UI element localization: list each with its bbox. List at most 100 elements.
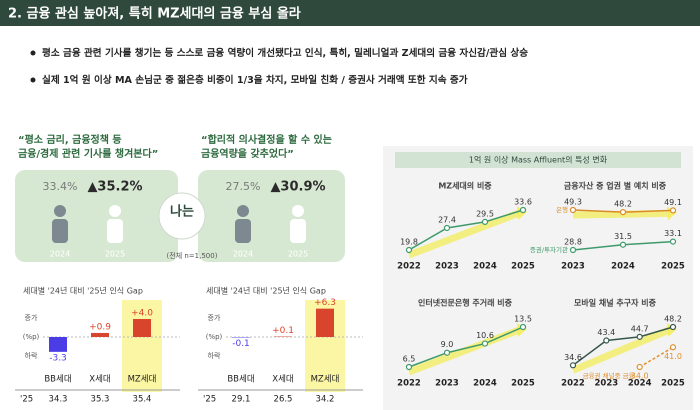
point bbox=[669, 238, 677, 245]
point bbox=[669, 323, 677, 331]
right-panel-title-bar bbox=[395, 152, 681, 168]
x-tick-label: 2025 bbox=[661, 262, 685, 272]
y-axis-label: (%p) bbox=[23, 333, 40, 341]
x-tick-label: 2022 bbox=[397, 379, 421, 389]
point bbox=[405, 246, 413, 254]
highlight-arrow bbox=[517, 323, 527, 337]
bullet-text: 실제 1억 원 이상 MA 손님군 중 젊은층 비중이 1/3을 차지, 모바일… bbox=[42, 74, 468, 86]
person-icon bbox=[54, 205, 66, 217]
y-axis-label: 하락 bbox=[25, 351, 38, 360]
highlight-column bbox=[122, 300, 162, 392]
point bbox=[569, 246, 577, 254]
series-label: 금융권 채널중 금융 bbox=[583, 371, 635, 380]
person-icon bbox=[290, 219, 306, 243]
x-tick-label: 2022 bbox=[397, 262, 421, 272]
highlight-arrow bbox=[667, 323, 677, 337]
point bbox=[519, 206, 527, 214]
y-axis-label: 증가 bbox=[25, 313, 38, 322]
row-label: '25 bbox=[20, 395, 33, 405]
value-label: 27.4 bbox=[438, 215, 456, 224]
value-label: +0.1 bbox=[272, 326, 294, 336]
percent-value: ▲35.2% bbox=[87, 180, 142, 195]
point bbox=[519, 323, 527, 331]
year-label: 2025 bbox=[288, 250, 308, 259]
category-label: MZ세대 bbox=[128, 375, 157, 385]
value-label: +0.9 bbox=[89, 322, 111, 332]
quote-text: “합리적 의사결정을 할 수 있는 bbox=[201, 133, 332, 146]
value-label: 10.6 bbox=[476, 331, 494, 340]
bar bbox=[91, 332, 109, 337]
center-badge bbox=[158, 192, 206, 240]
quote-text: “평소 금리, 금융정책 등 bbox=[18, 133, 122, 146]
year-label: 2025 bbox=[105, 250, 125, 259]
center-note: (전체 n=1,500) bbox=[167, 251, 218, 260]
value-label: 41.0 bbox=[664, 352, 682, 361]
category-label: X세대 bbox=[272, 375, 293, 385]
header-bar bbox=[0, 0, 700, 26]
person-icon bbox=[235, 219, 251, 243]
category-label: BB세대 bbox=[227, 375, 254, 385]
value-label: 6.5 bbox=[403, 355, 416, 364]
person-icon bbox=[109, 205, 121, 217]
bar bbox=[133, 319, 151, 337]
row-value: 35.3 bbox=[91, 395, 110, 405]
x-tick-label: 2025 bbox=[661, 379, 685, 389]
value-label: -0.1 bbox=[232, 339, 250, 349]
point bbox=[405, 363, 413, 371]
highlight-arrow bbox=[517, 206, 527, 220]
x-tick-label: 2024 bbox=[628, 379, 652, 389]
point bbox=[636, 333, 643, 340]
point bbox=[669, 207, 677, 214]
x-tick-label: 2023 bbox=[594, 379, 618, 389]
x-tick-label: 2024 bbox=[473, 379, 497, 389]
value-label: 48.2 bbox=[614, 200, 632, 209]
point bbox=[443, 349, 451, 356]
row-value: 29.1 bbox=[232, 395, 251, 405]
category-label: MZ세대 bbox=[311, 375, 340, 385]
point bbox=[481, 340, 489, 347]
point bbox=[443, 224, 451, 232]
chart-title: 모바일 채널 추구자 비중 bbox=[574, 298, 657, 308]
x-tick-label: 2025 bbox=[511, 262, 535, 272]
value-label: 49.3 bbox=[564, 198, 582, 207]
center-label: 나는 bbox=[170, 204, 194, 220]
chart-title: 세대별 '24년 대비 '25년 인식 Gap bbox=[206, 286, 326, 296]
bullet-dot bbox=[30, 77, 36, 83]
category-label: X세대 bbox=[89, 375, 110, 385]
series-label: 은행 bbox=[556, 205, 568, 214]
year-label: 2024 bbox=[50, 250, 70, 259]
bar bbox=[316, 308, 334, 337]
point bbox=[669, 344, 677, 351]
bullet-text: 평소 금융 관련 기사를 챙기는 등 스스로 금융 역량이 개선됐다고 인식, … bbox=[42, 47, 528, 59]
year-label: 2024 bbox=[233, 250, 253, 259]
x-tick-label: 2024 bbox=[611, 262, 635, 272]
person-icon bbox=[52, 219, 68, 243]
header-title: 2. 금융 관심 높아져, 특히 MZ세대의 금융 부심 올라 bbox=[8, 6, 301, 22]
value-label: 19.8 bbox=[400, 238, 418, 247]
point bbox=[636, 363, 643, 371]
value-label: 44.7 bbox=[631, 324, 649, 333]
person-icon bbox=[107, 219, 123, 243]
chart-title: 금융자산 중 업권 별 예치 비중 bbox=[564, 181, 667, 191]
row-value: 34.3 bbox=[49, 395, 68, 405]
bar bbox=[49, 337, 67, 352]
x-tick-label: 2023 bbox=[435, 262, 459, 272]
y-axis-label: (%p) bbox=[206, 333, 223, 341]
quote-text: 금융역량을 갖추었다” bbox=[201, 147, 294, 160]
y-axis-label: 하락 bbox=[208, 351, 221, 360]
person-icon bbox=[292, 205, 304, 217]
value-label: +6.3 bbox=[314, 298, 336, 308]
value-label: 33.1 bbox=[664, 229, 682, 238]
row-value: 34.2 bbox=[316, 395, 335, 405]
x-tick-label: 2022 bbox=[561, 379, 585, 389]
chart-title: 인터넷전문은행 주거래 비중 bbox=[418, 298, 513, 308]
percent-value: 27.5% bbox=[226, 180, 261, 193]
right-panel-title: 1억 원 이상 Mass Affluent의 특성 변화 bbox=[469, 155, 608, 165]
line bbox=[408, 209, 524, 251]
chart-title: 세대별 '24년 대비 '25년 인식 Gap bbox=[23, 286, 143, 296]
point bbox=[481, 218, 489, 225]
row-value: 35.4 bbox=[133, 395, 152, 405]
value-label: 48.2 bbox=[664, 315, 682, 324]
x-tick-label: 2025 bbox=[511, 379, 535, 389]
